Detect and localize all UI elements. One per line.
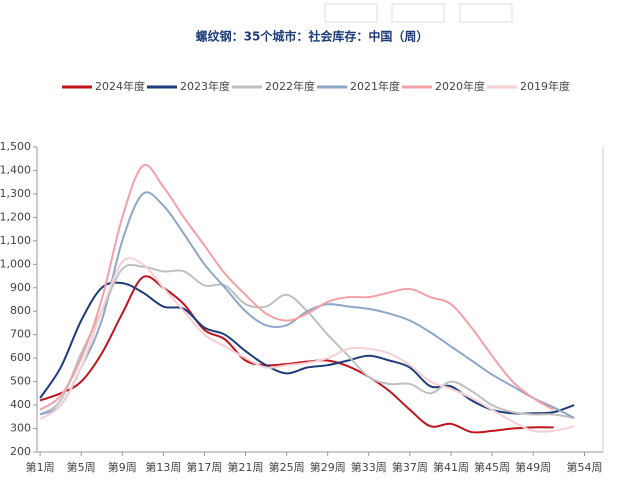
series-line xyxy=(39,275,554,434)
x-tick-label: 第5周 xyxy=(67,460,96,474)
series-line xyxy=(39,263,575,419)
y-tick-label: 300 xyxy=(10,422,31,435)
y-tick-label: 1,300 xyxy=(0,187,31,200)
y-tick-label: 1,200 xyxy=(0,210,31,223)
x-tick-label: 第25周 xyxy=(269,460,305,474)
y-tick-label: 200 xyxy=(10,445,31,458)
series-line xyxy=(39,281,575,415)
legend-label: 2020年度 xyxy=(435,79,485,93)
series-line xyxy=(39,257,575,433)
y-tick-label: 500 xyxy=(10,375,31,388)
toolbar-button[interactable] xyxy=(324,3,378,23)
chart-title: 螺纹钢：35个城市：社会库存：中国（周） xyxy=(196,29,429,44)
legend-label: 2022年度 xyxy=(265,79,315,93)
x-tick-label: 第29周 xyxy=(310,460,346,474)
x-tick-label: 第54周 xyxy=(567,460,603,474)
y-tick-label: 400 xyxy=(10,398,31,411)
legend-label: 2021年度 xyxy=(350,79,400,93)
y-tick-label: 1,400 xyxy=(0,163,31,176)
x-tick-label: 第45周 xyxy=(474,460,510,474)
legend-label: 2023年度 xyxy=(180,79,230,93)
series-line xyxy=(39,163,555,411)
legend-label: 2019年度 xyxy=(520,79,570,93)
x-tick-label: 第17周 xyxy=(186,460,222,474)
x-tick-label: 第37周 xyxy=(392,460,428,474)
toolbar-button[interactable] xyxy=(459,3,513,23)
y-tick-label: 1,000 xyxy=(0,257,31,270)
toolbar-button[interactable] xyxy=(391,3,445,23)
y-tick-label: 900 xyxy=(10,281,31,294)
x-tick-label: 第33周 xyxy=(351,460,387,474)
x-tick-label: 第21周 xyxy=(228,460,264,474)
y-tick-label: 800 xyxy=(10,304,31,317)
x-tick-label: 第41周 xyxy=(433,460,469,474)
x-tick-label: 第13周 xyxy=(145,460,181,474)
y-tick-label: 700 xyxy=(10,328,31,341)
y-tick-label: 600 xyxy=(10,351,31,364)
x-tick-label: 第9周 xyxy=(108,460,137,474)
x-tick-label: 第49周 xyxy=(515,460,551,474)
y-tick-label: 1,500 xyxy=(0,140,31,153)
y-tick-label: 1,100 xyxy=(0,234,31,247)
legend-label: 2024年度 xyxy=(95,79,145,93)
series-line xyxy=(39,191,575,419)
x-tick-label: 第1周 xyxy=(26,460,55,474)
